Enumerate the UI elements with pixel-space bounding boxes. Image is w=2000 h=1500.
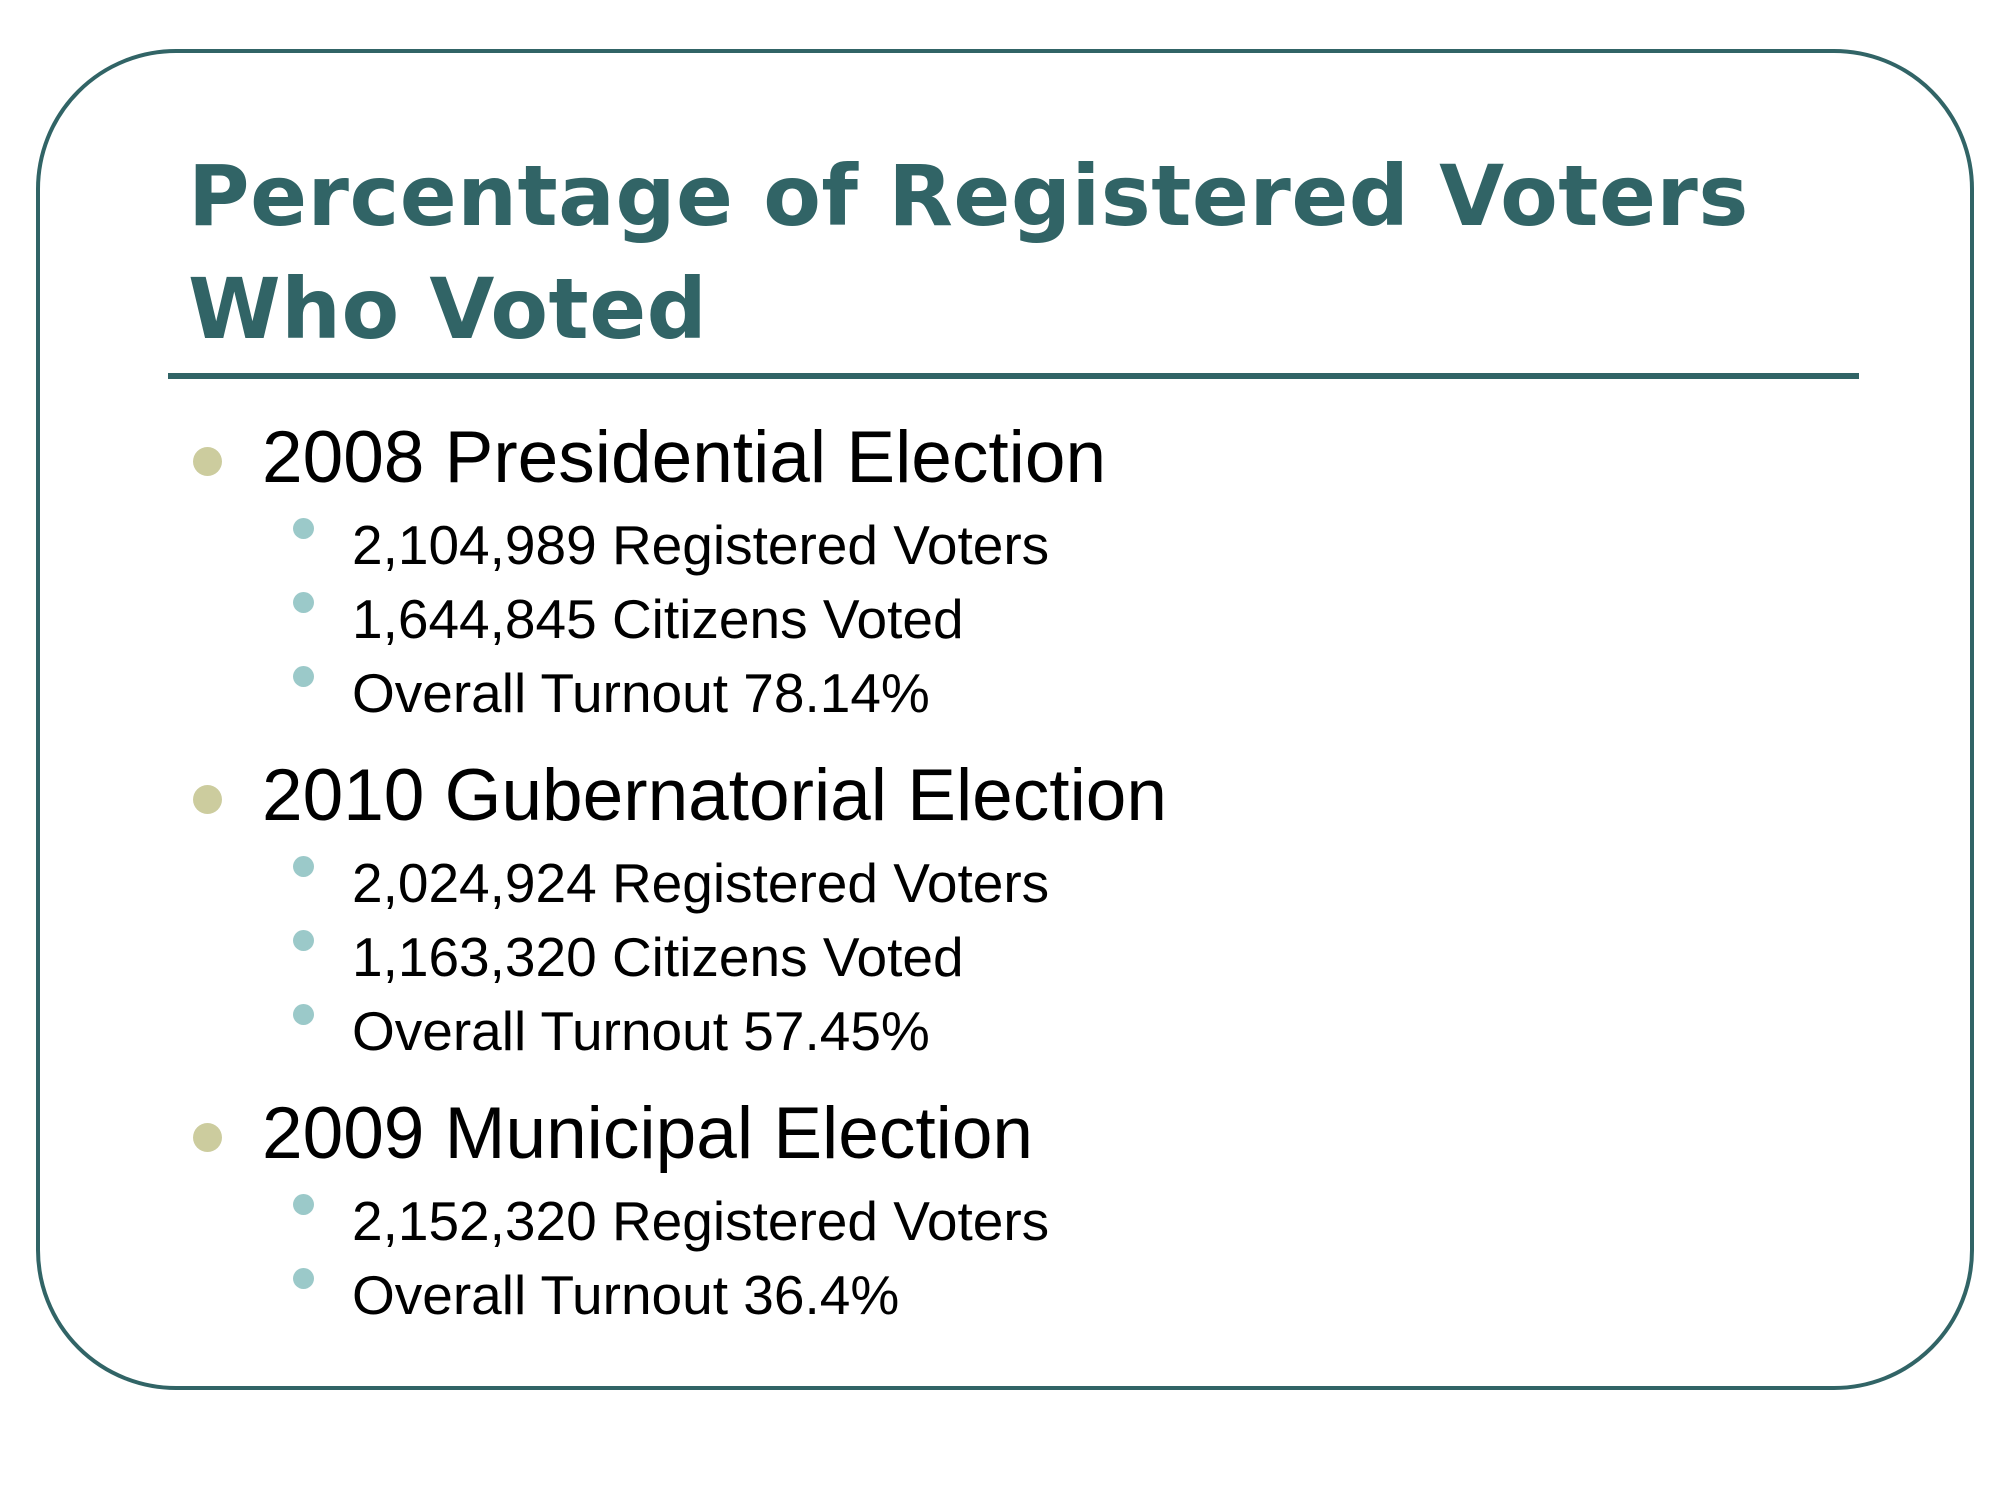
sub-item-text: 2,024,924 Registered Voters xyxy=(352,852,1050,914)
list-item: Overall Turnout 57.45% xyxy=(0,994,2000,1068)
secondary-bullet-icon xyxy=(293,1268,314,1289)
section-spacer xyxy=(0,1068,2000,1084)
section-spacer xyxy=(0,730,2000,746)
primary-bullet-icon xyxy=(193,447,222,476)
secondary-bullet-icon xyxy=(293,666,314,687)
sub-item-text: 2,152,320 Registered Voters xyxy=(352,1190,1050,1252)
list-item: 1,163,320 Citizens Voted xyxy=(0,920,2000,994)
list-item: Overall Turnout 36.4% xyxy=(0,1258,2000,1332)
bullet-list: 2008 Presidential Election 2,104,989 Reg… xyxy=(0,408,2000,1332)
section-2010-gubernatorial: 2010 Gubernatorial Election 2,024,924 Re… xyxy=(0,746,2000,1068)
secondary-bullet-icon xyxy=(293,856,314,877)
secondary-bullet-icon xyxy=(293,592,314,613)
sub-item-text: 1,644,845 Citizens Voted xyxy=(352,588,964,650)
secondary-bullet-icon xyxy=(293,1004,314,1025)
list-item: 2,024,924 Registered Voters xyxy=(0,846,2000,920)
sub-item-text: 2,104,989 Registered Voters xyxy=(352,514,1050,576)
secondary-bullet-icon xyxy=(293,1194,314,1215)
section-2009-municipal: 2009 Municipal Election 2,152,320 Regist… xyxy=(0,1084,2000,1332)
sub-item-text: 1,163,320 Citizens Voted xyxy=(352,926,964,988)
list-item: 2008 Presidential Election xyxy=(0,408,2000,508)
primary-bullet-icon xyxy=(193,1123,222,1152)
slide-title: Percentage of Registered Voters Who Vote… xyxy=(188,147,1749,358)
title-divider xyxy=(168,373,1859,379)
sub-item-text: Overall Turnout 57.45% xyxy=(352,1000,930,1062)
list-item: 1,644,845 Citizens Voted xyxy=(0,582,2000,656)
section-2008-presidential: 2008 Presidential Election 2,104,989 Reg… xyxy=(0,408,2000,730)
primary-bullet-icon xyxy=(193,785,222,814)
list-item: 2,104,989 Registered Voters xyxy=(0,508,2000,582)
list-item: 2,152,320 Registered Voters xyxy=(0,1184,2000,1258)
secondary-bullet-icon xyxy=(293,930,314,951)
sub-item-text: Overall Turnout 36.4% xyxy=(352,1264,900,1326)
section-heading: 2008 Presidential Election xyxy=(262,417,1107,498)
secondary-bullet-icon xyxy=(293,518,314,539)
list-item: 2010 Gubernatorial Election xyxy=(0,746,2000,846)
sub-item-text: Overall Turnout 78.14% xyxy=(352,662,930,724)
list-item: 2009 Municipal Election xyxy=(0,1084,2000,1184)
list-item: Overall Turnout 78.14% xyxy=(0,656,2000,730)
section-heading: 2009 Municipal Election xyxy=(262,1093,1034,1174)
slide-frame xyxy=(36,49,1974,1390)
section-heading: 2010 Gubernatorial Election xyxy=(262,755,1167,836)
